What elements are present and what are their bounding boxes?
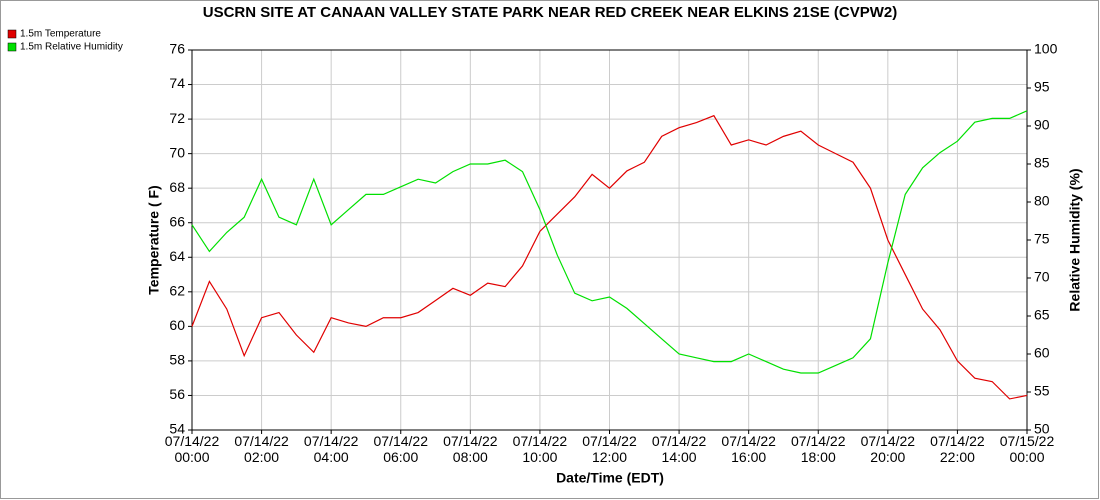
x-tick-label: 07/15/22 00:00 [1000, 433, 1055, 465]
x-tick-label: 07/14/22 04:00 [304, 433, 359, 465]
y-tick-label: 60 [169, 317, 185, 333]
x-tick-label: 07/14/22 14:00 [652, 433, 707, 465]
y2-tick-label: 70 [1034, 269, 1050, 285]
y-tick-label: 62 [169, 283, 185, 299]
x-tick-label: 07/14/22 22:00 [930, 433, 985, 465]
y-tick-label: 56 [169, 386, 185, 402]
x-tick-label: 07/14/22 02:00 [234, 433, 289, 465]
x-tick-label: 07/14/22 12:00 [582, 433, 637, 465]
legend-swatch [7, 42, 17, 52]
y-tick-label: 54 [169, 421, 185, 437]
y2-tick-label: 95 [1034, 79, 1050, 95]
x-axis-title: Date/Time (EDT) [556, 470, 664, 486]
y-tick-label: 72 [169, 110, 185, 126]
y-axis-title: Temperature ( F) [146, 185, 162, 294]
y2-tick-label: 75 [1034, 231, 1050, 247]
x-tick-label: 07/14/22 10:00 [513, 433, 568, 465]
y2-tick-label: 90 [1034, 117, 1050, 133]
x-tick-label: 07/14/22 00:00 [165, 433, 220, 465]
y2-tick-label: 85 [1034, 155, 1050, 171]
y-tick-label: 64 [169, 248, 185, 264]
line-series [191, 114, 1028, 400]
plot-border [191, 49, 1028, 431]
chart-title: USCRN SITE AT CANAAN VALLEY STATE PARK N… [203, 4, 898, 21]
y-tick-label: 58 [169, 352, 185, 368]
x-tick-label: 07/14/22 20:00 [861, 433, 916, 465]
y-tick-label: 74 [169, 75, 185, 91]
y2-tick-label: 100 [1034, 41, 1058, 57]
y-tick-label: 66 [169, 213, 185, 229]
y2-tick-label: 80 [1034, 193, 1050, 209]
y2-tick-label: 55 [1034, 383, 1050, 399]
y-tick-label: 70 [169, 144, 185, 160]
y2-axis-title: Relative Humidity (%) [1067, 168, 1083, 311]
legend-swatch [7, 29, 17, 39]
y2-tick-label: 50 [1034, 421, 1050, 437]
x-tick-label: 07/14/22 06:00 [374, 433, 429, 465]
y2-tick-label: 65 [1034, 307, 1050, 323]
y-tick-label: 68 [169, 179, 185, 195]
legend-label: 1.5m Temperature [20, 29, 101, 40]
legend-label: 1.5m Relative Humidity [20, 42, 123, 53]
x-tick-label: 07/14/22 16:00 [721, 433, 776, 465]
line-series [191, 110, 1028, 374]
x-tick-label: 07/14/22 08:00 [443, 433, 498, 465]
y2-tick-label: 60 [1034, 345, 1050, 361]
x-tick-label: 07/14/22 18:00 [791, 433, 846, 465]
y-tick-label: 76 [169, 41, 185, 57]
